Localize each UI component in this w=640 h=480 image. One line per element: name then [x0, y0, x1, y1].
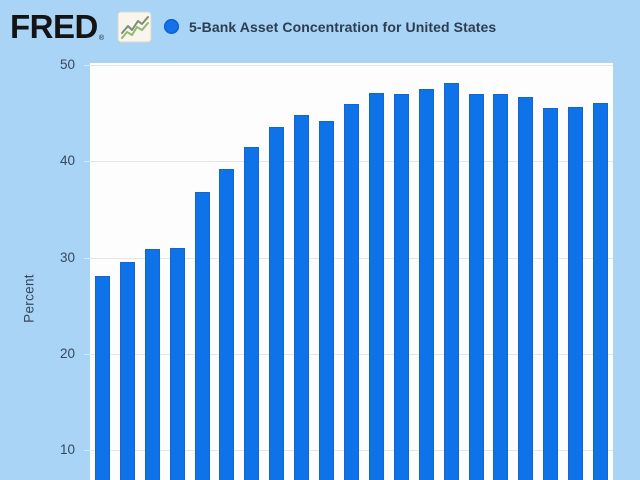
y-tick-label: 10	[59, 442, 75, 457]
bar[interactable]	[493, 93, 509, 480]
bar[interactable]	[593, 102, 609, 480]
bar[interactable]	[418, 89, 434, 480]
bar[interactable]	[244, 146, 260, 480]
y-tick-mark	[84, 353, 90, 355]
fred-sparkline-icon	[117, 11, 152, 43]
bar[interactable]	[219, 168, 235, 480]
bar[interactable]	[94, 275, 110, 480]
y-tick-mark	[84, 161, 90, 163]
y-tick-label: 50	[59, 57, 75, 72]
fred-logo[interactable]: FRED®	[10, 7, 104, 57]
bar[interactable]	[368, 92, 384, 480]
bar[interactable]	[518, 96, 534, 480]
bar[interactable]	[169, 247, 185, 480]
y-tick-label: 40	[59, 153, 75, 169]
bar[interactable]	[119, 262, 135, 480]
series-legend-dot	[164, 19, 179, 34]
y-tick-label: 20	[59, 345, 75, 361]
y-tick-mark	[84, 257, 90, 259]
bar[interactable]	[443, 83, 459, 480]
bar[interactable]	[543, 108, 559, 480]
bar[interactable]	[344, 103, 359, 480]
gridline	[90, 65, 613, 66]
bar[interactable]	[468, 93, 484, 480]
bar[interactable]	[294, 115, 310, 480]
bar[interactable]	[568, 107, 584, 480]
bar[interactable]	[194, 192, 210, 480]
chart-header: FRED® 5-Bank Asset Concentration for Uni…	[0, 0, 640, 56]
plot-area	[90, 63, 613, 480]
bar[interactable]	[319, 120, 335, 480]
y-tick-label: 30	[59, 249, 75, 265]
bar[interactable]	[269, 126, 285, 480]
fred-logo-text: FRED	[10, 8, 98, 45]
registered-trademark-icon: ®	[98, 35, 104, 42]
bar[interactable]	[144, 248, 160, 480]
y-tick-mark	[84, 450, 90, 451]
y-tick-mark	[84, 65, 90, 66]
bar[interactable]	[393, 93, 409, 480]
series-title: 5-Bank Asset Concentration for United St…	[189, 19, 497, 35]
